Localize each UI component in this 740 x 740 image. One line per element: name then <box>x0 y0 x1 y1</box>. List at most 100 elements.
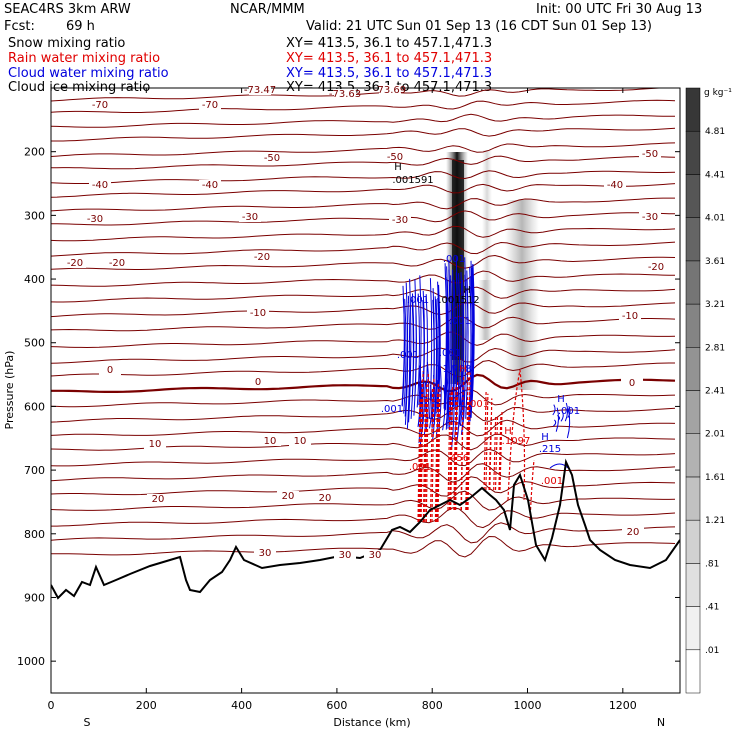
isotherm-label: -73.69 <box>374 85 406 96</box>
field-annotation: H <box>394 162 402 173</box>
isotherm-line <box>51 535 676 558</box>
field-annotation: H <box>557 394 565 405</box>
colorbar-level-label: 4.81 <box>705 127 725 137</box>
x-tick-label: 600 <box>326 699 347 712</box>
field-annotation: .001 <box>558 406 580 417</box>
isotherm-label: -30 <box>642 212 658 223</box>
colorbar-level-label: .01 <box>705 646 719 656</box>
isotherm-line <box>51 331 676 349</box>
contour-label-bg <box>364 550 386 560</box>
isotherm-label: -70 <box>92 100 108 111</box>
contour-label-bg <box>314 493 336 503</box>
field-annotation: H <box>459 364 467 375</box>
contour-label-bg <box>334 89 356 99</box>
field-annotation: .456 <box>447 453 469 464</box>
x-end-label-north: N <box>657 716 665 729</box>
contour-label-bg <box>621 378 643 388</box>
isotherm-label: -40 <box>607 180 623 191</box>
isotherm-label: -73.63 <box>329 89 361 100</box>
fcst-label: Fcst: <box>4 19 35 34</box>
colorbar-swatch <box>685 390 701 434</box>
y-tick-label: 200 <box>24 146 45 159</box>
isotherm-label: 0 <box>255 377 261 388</box>
colorbar-swatch <box>685 606 701 651</box>
colorbar-swatch <box>685 347 701 391</box>
field-annotation: .001512 <box>438 295 479 306</box>
cloud-water-contours-b <box>443 256 475 430</box>
isotherm-label: 0 <box>629 378 635 389</box>
x-axis-label: Distance (km) <box>333 716 410 729</box>
isotherm-line <box>51 225 676 242</box>
colorbar-level-label: 2.41 <box>705 387 725 397</box>
isotherm-line <box>51 522 676 544</box>
colorbar-swatch <box>685 303 701 348</box>
field-xy-rain: XY= 413.5, 36.1 to 457.1,471.3 <box>286 51 493 66</box>
cloud-water-contour-small <box>549 463 569 469</box>
contour-label-bg <box>144 439 166 449</box>
contour-label-bg <box>147 494 169 504</box>
contour-label-bg <box>384 152 406 162</box>
contour-label-bg <box>249 85 271 95</box>
contour-label-bg <box>277 491 299 501</box>
y-tick-label: 500 <box>24 337 45 350</box>
isotherm-label: -30 <box>242 212 258 223</box>
valid-time: Valid: 21 UTC Sun 01 Sep 13 (16 CDT Sun … <box>306 19 652 34</box>
colorbar-level-label: 4.41 <box>705 170 725 180</box>
colorbar-swatch <box>685 563 701 607</box>
field-annotation: .001 <box>541 476 563 487</box>
colorbar-swatch <box>685 519 701 564</box>
contour-label-bg <box>639 149 661 159</box>
contour-label-bg <box>64 258 86 268</box>
colorbar-level-label: 3.61 <box>705 257 725 267</box>
field-annotation: .215 <box>539 444 561 455</box>
isotherm-line <box>51 490 676 511</box>
colorbar-unit-label: g kg⁻¹ <box>704 88 732 98</box>
x-tick-label: 1200 <box>609 699 637 712</box>
contour-label-bg <box>106 258 128 268</box>
isotherm-label: 20 <box>319 493 332 504</box>
y-axis-label: Pressure (hPa) <box>3 351 16 430</box>
y-tick-label: 400 <box>24 273 45 286</box>
contour-label-bg <box>639 212 661 222</box>
isotherm-label: 10 <box>264 436 277 447</box>
isotherm-line <box>51 155 676 170</box>
isotherm-line <box>51 463 676 483</box>
isotherm-line <box>51 113 675 128</box>
contour-label-bg <box>251 252 273 262</box>
isotherm-line <box>51 388 676 408</box>
isotherm-label: 30 <box>259 548 272 559</box>
isotherm-line <box>51 347 676 364</box>
isotherm-line <box>51 507 676 529</box>
field-xy-cloud-water: XY= 413.5, 36.1 to 457.1,471.3 <box>286 66 493 81</box>
isotherm-label: 10 <box>294 436 307 447</box>
isotherm-line <box>51 448 676 467</box>
isotherm-label: 30 <box>339 550 352 561</box>
contour-label-bg <box>619 311 641 321</box>
y-tick-label: 800 <box>24 528 45 541</box>
contour-label-bg <box>389 215 411 225</box>
isotherm-line <box>51 183 676 198</box>
contour-label-bg <box>247 308 269 318</box>
contour-label-bg <box>89 100 111 110</box>
colorbar-level-label: 4.01 <box>705 214 725 224</box>
isotherm-label: 0 <box>107 365 113 376</box>
colorbar-level-label: 1.21 <box>705 516 725 526</box>
isotherm-label: -50 <box>387 152 403 163</box>
field-annotation: H <box>504 426 512 437</box>
isotherm-line <box>51 197 675 212</box>
isotherm-line <box>51 359 675 378</box>
rain-contours-a <box>417 371 441 523</box>
field-annotation: .001 <box>449 316 471 327</box>
field-xy-snow: XY= 413.5, 36.1 to 457.1,471.3 <box>286 36 493 51</box>
isotherm-label: -10 <box>250 308 266 319</box>
contour-label-bg <box>259 436 281 446</box>
rain-contours-b <box>447 372 471 511</box>
field-annotation: .001 <box>467 399 489 410</box>
isotherm-label: -30 <box>87 214 103 225</box>
contour-label-bg <box>261 153 283 163</box>
isotherm-label: -50 <box>642 149 658 160</box>
isotherm-line <box>51 302 676 318</box>
isotherm-label: 10 <box>149 439 162 450</box>
isotherm-line <box>51 419 676 437</box>
contour-label-bg <box>645 262 667 272</box>
